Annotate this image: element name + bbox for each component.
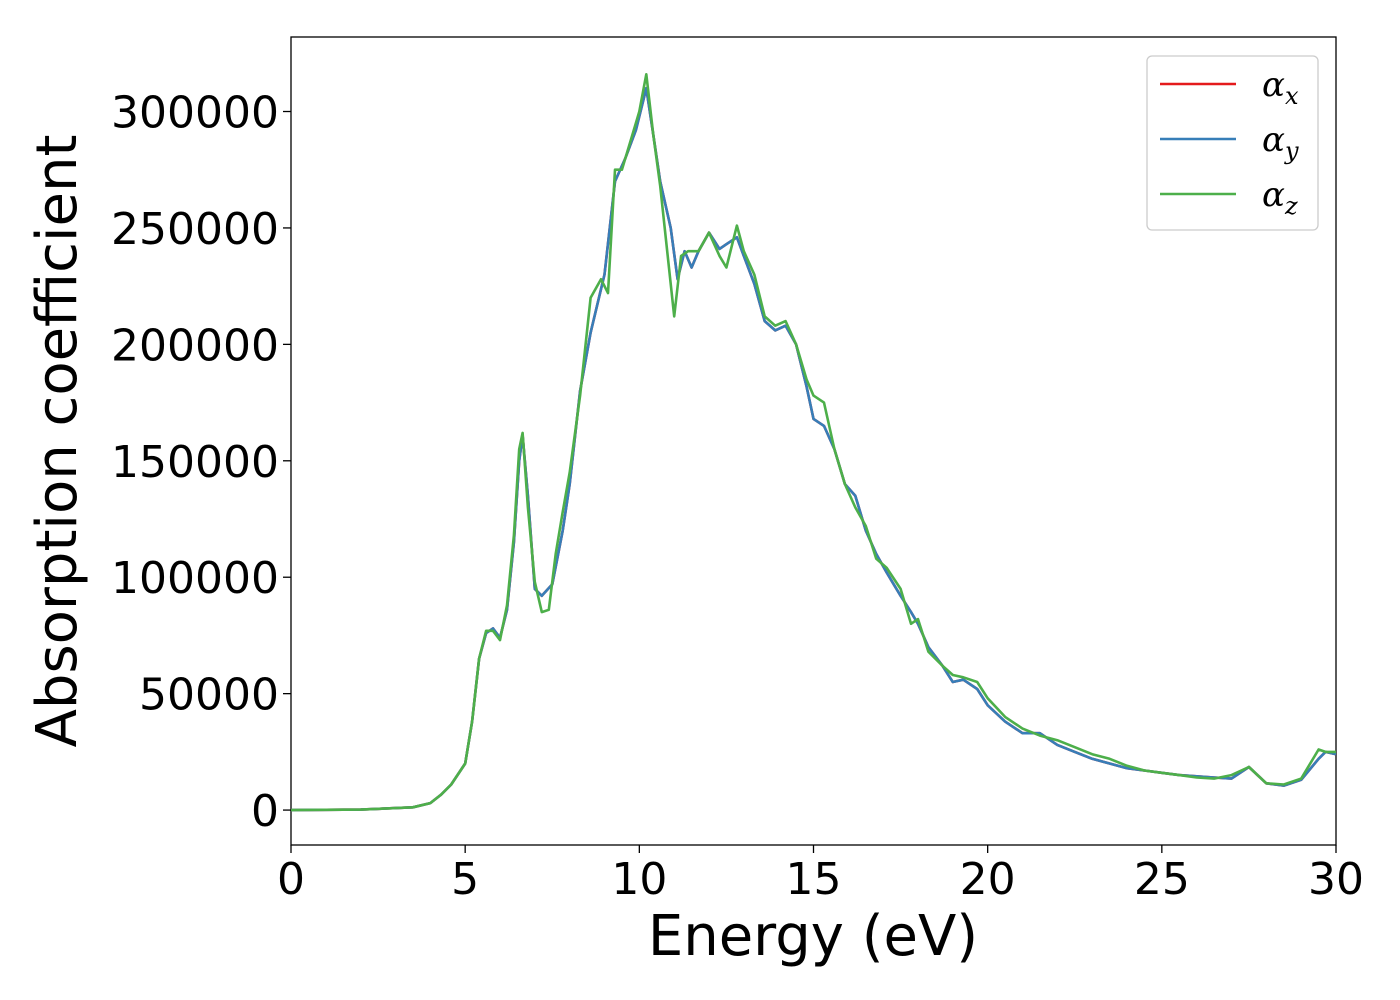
- x-axis-title: Energy (eV): [648, 904, 978, 969]
- series-line-z: [291, 73, 1336, 812]
- x-tick-label: 25: [1134, 854, 1190, 905]
- x-tick-label: 30: [1308, 854, 1364, 905]
- y-tick-label: 250000: [111, 204, 279, 255]
- y-tick-label: 100000: [111, 553, 279, 604]
- y-tick-label: 300000: [111, 88, 279, 139]
- x-tick-label: 5: [451, 854, 479, 905]
- x-tick-label: 0: [277, 854, 305, 905]
- y-tick-label: 0: [251, 786, 279, 837]
- legend-label-y: αy: [1262, 120, 1299, 165]
- x-tick-label: 10: [611, 854, 667, 905]
- x-tick-label: 20: [960, 854, 1016, 905]
- legend-label-x: αx: [1262, 65, 1299, 110]
- legend-label-z: αz: [1262, 175, 1298, 220]
- y-axis: 0 50000 100000 150000 200000 250000 300000: [111, 88, 291, 837]
- y-tick-label: 150000: [111, 437, 279, 488]
- y-tick-label: 200000: [111, 320, 279, 371]
- series-layer: [291, 73, 1336, 812]
- y-axis-title: Absorption coefficient: [25, 135, 90, 748]
- x-tick-label: 15: [786, 854, 842, 905]
- y-tick-label: 50000: [139, 670, 279, 721]
- legend-box: [1146, 55, 1319, 231]
- x-axis: 0 5 10 15 20 25 30: [277, 845, 1364, 905]
- legend: αx αy αz: [1146, 55, 1319, 231]
